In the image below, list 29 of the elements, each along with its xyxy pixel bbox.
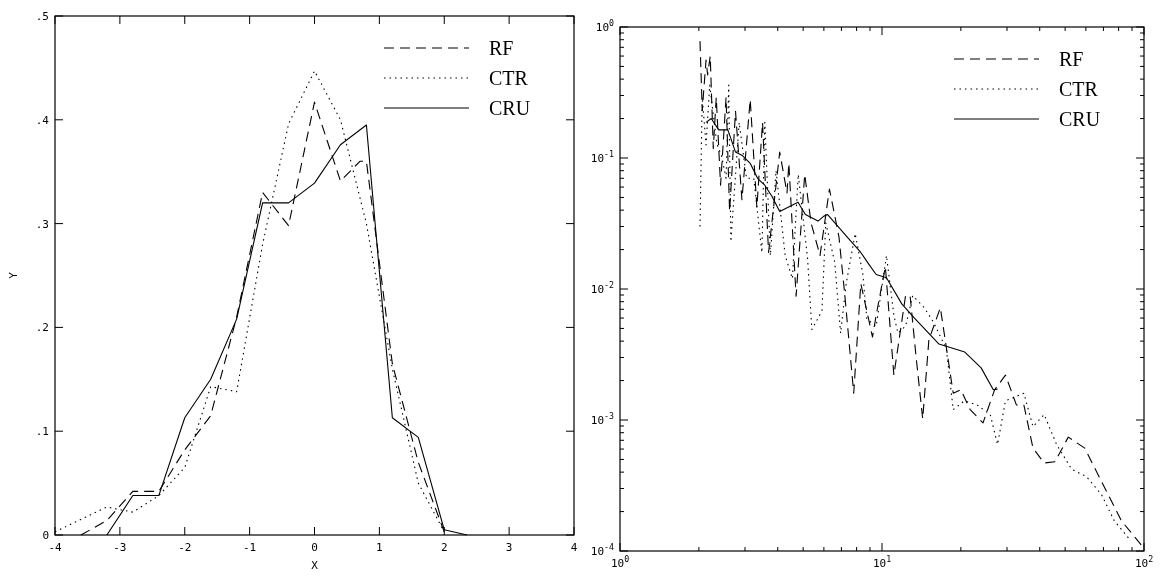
- x-tick-label: 3: [505, 541, 513, 554]
- y-axis-title: Y: [7, 271, 20, 279]
- legend-label: CTR: [1059, 78, 1099, 100]
- legend-label: CRU: [489, 97, 531, 119]
- x-tick-label: 4: [570, 541, 578, 554]
- y-tick-label: .4: [35, 113, 50, 127]
- y-tick-label: 10$^{-2}$: [590, 280, 615, 296]
- y-tick-label: 10$^{-3}$: [590, 411, 615, 427]
- legend-label: CTR: [489, 67, 529, 89]
- y-tick-label: 10$^{-1}$: [590, 149, 615, 165]
- legend-label: CRU: [1059, 108, 1101, 130]
- x-tick-label: -1: [243, 541, 257, 554]
- y-tick-label: 10$^{0}$: [595, 18, 615, 34]
- y-tick-label: .2: [35, 321, 49, 335]
- y-tick-label: .1: [35, 425, 49, 439]
- x-tick-label: 0: [311, 541, 318, 554]
- x-tick-label: 1: [376, 541, 383, 554]
- y-tick-label: 0: [42, 529, 49, 542]
- x-axis-title: X: [311, 559, 319, 572]
- y-tick-label: .5: [35, 10, 49, 23]
- x-tick-label: 10$^{2}$: [1134, 554, 1154, 570]
- x-tick-label: -2: [178, 541, 192, 554]
- y-tick-label: .3: [35, 217, 49, 231]
- x-tick-label: 2: [440, 541, 448, 554]
- legend-label: RF: [1059, 48, 1084, 70]
- legend-label: RF: [489, 37, 514, 59]
- x-tick-label: 10$^{1}$: [872, 554, 892, 570]
- x-tick-label: -4: [48, 541, 62, 554]
- x-tick-label: -3: [113, 541, 127, 554]
